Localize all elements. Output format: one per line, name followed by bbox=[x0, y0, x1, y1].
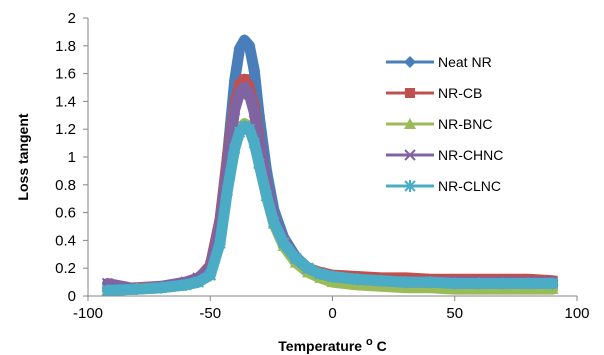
series-nr-bnc bbox=[101, 117, 559, 296]
data-point bbox=[228, 104, 241, 116]
legend-marker bbox=[404, 118, 416, 129]
y-tick-label: 1.4 bbox=[55, 93, 76, 110]
data-point bbox=[290, 252, 302, 265]
plot-area: -100 -50 0 50 100 0 0.2 0.4 0.6 0.8 1 1.2 1.4 1.6 1.8… bbox=[55, 10, 589, 322]
x-tick-label: 100 bbox=[564, 305, 589, 322]
data-point bbox=[101, 284, 114, 297]
legend-label: NR-CHNC bbox=[438, 147, 503, 163]
data-point bbox=[522, 277, 534, 290]
legend-label: NR-CB bbox=[438, 85, 482, 101]
x-axis-title: Temperature o C bbox=[278, 332, 386, 354]
legend-item: NR-BNC bbox=[386, 116, 492, 132]
data-point bbox=[277, 237, 290, 250]
x-axis-ticks: -100 -50 0 50 100 bbox=[73, 296, 590, 322]
data-point bbox=[314, 267, 326, 280]
legend-item: NR-CLNC bbox=[386, 178, 501, 194]
data-point bbox=[268, 216, 280, 229]
data-point bbox=[260, 189, 273, 202]
data-point bbox=[228, 142, 241, 155]
data-point bbox=[214, 237, 226, 250]
data-point bbox=[326, 270, 339, 283]
legend-item: NR-CB bbox=[386, 85, 482, 101]
legend-label: NR-CLNC bbox=[438, 178, 501, 194]
data-point bbox=[497, 277, 510, 290]
data-point bbox=[248, 137, 260, 150]
data-point bbox=[243, 88, 256, 101]
data-point bbox=[473, 277, 485, 290]
data-point bbox=[238, 81, 251, 94]
data-point bbox=[243, 39, 256, 52]
x-axis-title-text: Temperature bbox=[278, 338, 362, 354]
legend-marker bbox=[404, 149, 416, 161]
y-tick-label: 0.8 bbox=[55, 177, 76, 194]
series-neat-nr bbox=[101, 34, 559, 297]
data-point bbox=[424, 276, 437, 289]
data-point bbox=[248, 106, 260, 119]
x-axis-unit-superscript-o: o bbox=[366, 336, 373, 348]
data-point bbox=[155, 281, 168, 294]
data-point bbox=[449, 277, 461, 290]
y-axis-ticks: 0 0.2 0.4 0.6 0.8 1 1.2 1.4 1.6 1.8 2 bbox=[55, 10, 88, 305]
legend-marker bbox=[404, 56, 416, 68]
data-point bbox=[302, 262, 314, 275]
y-tick-label: 0 bbox=[68, 288, 76, 305]
legend-label: NR-BNC bbox=[438, 116, 492, 132]
data-point bbox=[243, 123, 256, 136]
y-tick-label: 2 bbox=[68, 10, 76, 27]
legend-item: NR-CHNC bbox=[386, 147, 503, 163]
data-point bbox=[248, 64, 261, 77]
x-tick-label: 0 bbox=[328, 305, 336, 322]
legend-item: Neat NR bbox=[386, 54, 492, 70]
data-point bbox=[131, 283, 143, 296]
y-axis-title: Loss tangent bbox=[15, 113, 31, 200]
x-tick-label: -50 bbox=[199, 305, 221, 322]
x-tick-label: -100 bbox=[73, 305, 103, 322]
y-tick-label: 0.6 bbox=[55, 205, 76, 222]
legend-label: Neat NR bbox=[438, 54, 492, 70]
data-point bbox=[192, 276, 204, 289]
legend-marker bbox=[404, 180, 416, 192]
data-point bbox=[400, 276, 412, 289]
data-point bbox=[234, 79, 245, 90]
y-tick-label: 1 bbox=[68, 149, 76, 166]
y-tick-label: 1.6 bbox=[55, 66, 76, 83]
y-tick-label: 0.2 bbox=[55, 260, 76, 277]
legend: Neat NR NR-CB NR-BNC NR-CHNC NR-CLNC bbox=[386, 54, 503, 194]
series-nr-clnc bbox=[101, 120, 559, 297]
legend-marker bbox=[405, 88, 415, 98]
series-layer bbox=[101, 34, 559, 297]
data-point bbox=[180, 278, 192, 291]
y-tick-label: 0.4 bbox=[55, 232, 76, 249]
series-line bbox=[102, 34, 558, 296]
x-tick-label: 50 bbox=[446, 305, 463, 322]
data-point bbox=[221, 184, 234, 197]
data-point bbox=[546, 277, 559, 290]
data-point bbox=[204, 269, 216, 282]
x-axis-unit-c: C bbox=[377, 338, 387, 354]
data-point bbox=[233, 42, 246, 55]
data-point bbox=[239, 74, 250, 85]
y-tick-label: 1.8 bbox=[55, 38, 76, 55]
data-point bbox=[375, 274, 388, 287]
y-tick-label: 1.2 bbox=[55, 121, 76, 138]
data-point bbox=[351, 273, 363, 286]
data-point bbox=[253, 157, 265, 170]
